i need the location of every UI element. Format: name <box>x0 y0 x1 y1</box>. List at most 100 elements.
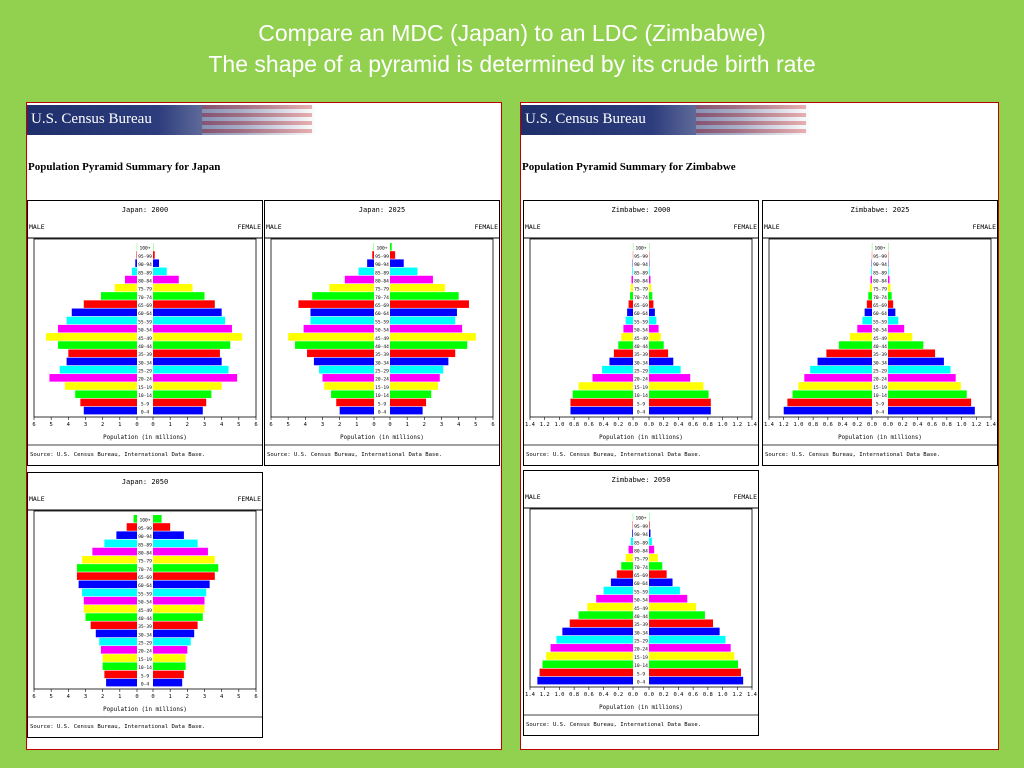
x-tick-label: 0 <box>135 422 138 428</box>
bar-male-0-4 <box>783 406 872 415</box>
bar-male-15-19 <box>578 382 633 390</box>
plot-frame <box>33 238 257 418</box>
bar-male-80-84 <box>92 547 137 556</box>
bar-male-25-29 <box>602 365 633 374</box>
age-label: 60-64 <box>375 311 389 317</box>
age-label: 50-54 <box>375 328 389 334</box>
bar-female-10-14 <box>649 660 739 669</box>
bar-male-5-9 <box>539 668 633 677</box>
x-tick-label: 2 <box>101 694 104 700</box>
age-label: 100+ <box>635 516 646 522</box>
bar-female-85-89 <box>153 539 198 548</box>
bar-male-20-24 <box>550 644 633 652</box>
x-tick-label: 3 <box>203 694 206 700</box>
age-label: 60-64 <box>138 583 152 589</box>
x-tick-label: 4 <box>220 422 224 428</box>
x-tick-label: 6 <box>32 694 35 700</box>
x-tick-label: 0.2 <box>659 692 669 698</box>
age-label: 95-99 <box>873 254 887 260</box>
bar-female-70-74 <box>153 564 219 572</box>
bar-female-40-44 <box>153 341 231 349</box>
age-label: 10-14 <box>138 665 152 671</box>
age-label: 20-24 <box>138 377 152 383</box>
bar-male-20-24 <box>49 374 138 382</box>
bar-female-20-24 <box>153 374 238 382</box>
slide-title-line2: The shape of a pyramid is determined by … <box>208 51 816 77</box>
bar-female-10-14 <box>888 390 967 399</box>
x-axis-label: Population (in millions) <box>103 707 187 713</box>
age-label: 35-39 <box>375 352 389 358</box>
bar-female-50-54 <box>390 324 463 333</box>
bar-male-75-79 <box>625 553 633 562</box>
source-note: Source: U.S. Census Bureau, Internationa… <box>267 452 442 458</box>
age-label: 15-19 <box>138 657 152 663</box>
age-label: 10-14 <box>634 663 648 669</box>
bar-male-5-9 <box>336 398 374 407</box>
age-label: 95-99 <box>138 254 152 260</box>
bar-female-85-89 <box>649 267 650 276</box>
x-tick-label: 0.6 <box>584 422 594 428</box>
x-tick-label: 3 <box>203 422 206 428</box>
x-tick-label: 2 <box>186 694 189 700</box>
age-label: 80-84 <box>138 550 152 556</box>
x-tick-label: 2 <box>338 422 341 428</box>
age-label: 65-69 <box>138 575 152 581</box>
x-axis-label: Population (in millions) <box>599 705 683 711</box>
age-label: 40-44 <box>634 344 648 350</box>
x-tick-label: 5 <box>50 694 53 700</box>
age-label: 90-94 <box>138 262 152 268</box>
bar-male-45-49 <box>621 333 633 341</box>
age-label: 85-89 <box>138 270 152 276</box>
bar-female-5-9 <box>390 398 427 407</box>
bar-male-80-84 <box>870 275 872 284</box>
bar-male-55-59 <box>625 316 633 325</box>
age-label: 55-59 <box>375 319 389 325</box>
bar-male-55-59 <box>66 316 137 325</box>
x-tick-label: 0.6 <box>688 422 698 428</box>
bar-female-60-64 <box>649 578 673 587</box>
bar-female-60-64 <box>390 308 457 317</box>
x-tick-label: 1 <box>169 422 172 428</box>
x-tick-label: 5 <box>50 422 53 428</box>
age-label: 75-79 <box>138 559 152 565</box>
age-label: 65-69 <box>138 303 152 309</box>
bar-male-10-14 <box>572 390 633 399</box>
bar-male-65-69 <box>83 300 137 308</box>
age-label: 95-99 <box>634 524 648 530</box>
bar-female-60-64 <box>649 308 655 317</box>
bar-male-0-4 <box>339 406 374 415</box>
bar-male-25-29 <box>59 365 137 374</box>
bar-female-80-84 <box>390 275 433 284</box>
flag-decoration <box>696 105 806 135</box>
x-tick-label: 0.0 <box>628 422 638 428</box>
bar-female-95-99 <box>153 523 171 531</box>
age-label: 90-94 <box>138 534 152 540</box>
bar-male-35-39 <box>307 349 374 358</box>
bar-male-15-19 <box>324 382 374 390</box>
x-tick-label: 0.6 <box>688 692 698 698</box>
bar-male-15-19 <box>64 382 137 390</box>
bar-male-65-69 <box>628 300 633 308</box>
age-label: 30-34 <box>873 360 887 366</box>
bar-male-20-24 <box>322 374 374 382</box>
age-label: 40-44 <box>138 344 152 350</box>
bar-male-90-94 <box>116 531 137 539</box>
age-label: 45-49 <box>138 608 152 614</box>
age-label: 10-14 <box>634 393 648 399</box>
x-tick-label: 6 <box>254 422 257 428</box>
bar-female-60-64 <box>153 580 210 589</box>
age-label: 55-59 <box>873 319 887 325</box>
source-note: Source: U.S. Census Bureau, Internationa… <box>526 452 701 458</box>
bar-male-35-39 <box>90 621 137 630</box>
bar-female-10-14 <box>153 662 186 671</box>
bar-female-45-49 <box>153 333 243 341</box>
bar-female-10-14 <box>649 390 709 399</box>
age-label: 25-29 <box>375 369 389 375</box>
bar-male-100+ <box>133 515 137 523</box>
source-note: Source: U.S. Census Bureau, Internationa… <box>30 724 205 730</box>
bar-male-90-94 <box>367 259 374 267</box>
age-label: 60-64 <box>634 581 648 587</box>
bar-male-25-29 <box>810 365 872 374</box>
x-tick-label: 1.2 <box>732 692 742 698</box>
bar-female-75-79 <box>649 283 652 292</box>
